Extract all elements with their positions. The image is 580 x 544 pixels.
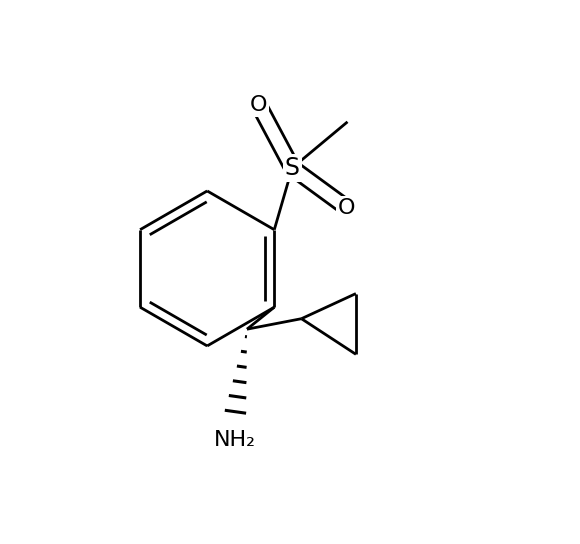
Text: S: S: [285, 156, 300, 180]
Text: O: O: [250, 95, 267, 115]
Text: NH₂: NH₂: [213, 430, 255, 450]
Text: O: O: [338, 197, 356, 218]
